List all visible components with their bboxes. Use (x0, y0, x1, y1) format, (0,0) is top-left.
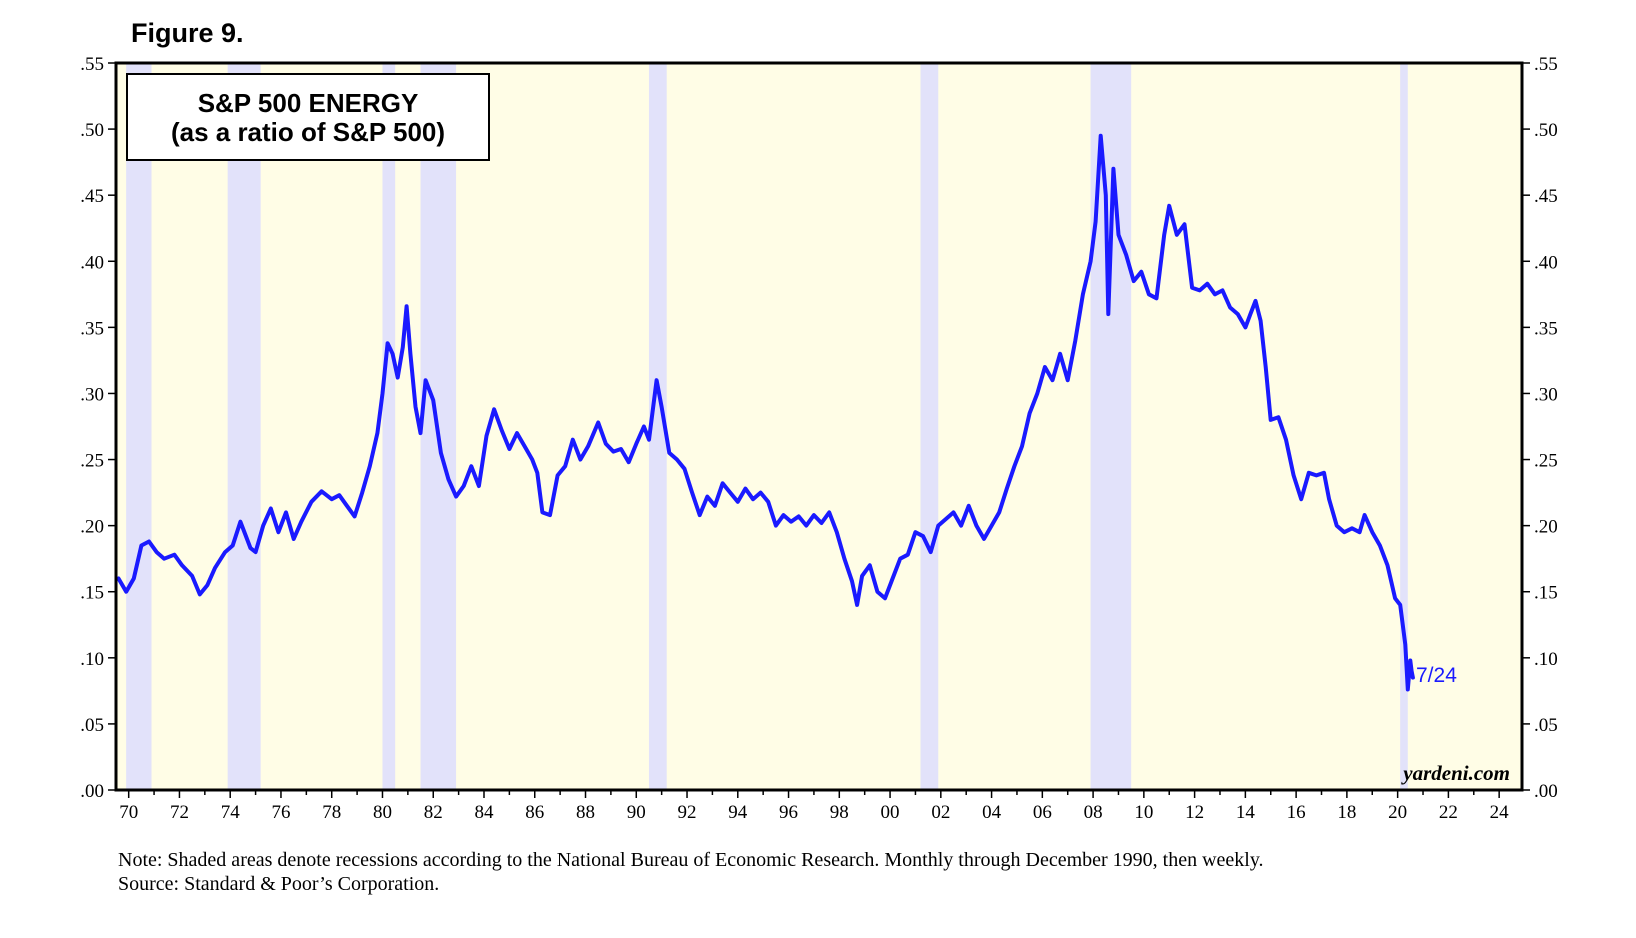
recession-band (920, 63, 939, 790)
x-tick-label: 24 (1490, 802, 1510, 823)
y-tick-label-left: .50 (80, 120, 104, 141)
y-tick-label-left: .25 (80, 451, 104, 472)
y-tick-label-right: .55 (1534, 54, 1558, 75)
x-tick-label: 08 (1084, 802, 1103, 823)
x-tick-label: 20 (1388, 802, 1407, 823)
chart-subtitle: (as a ratio of S&P 500) (171, 117, 445, 147)
chart-title: S&P 500 ENERGY (198, 88, 419, 118)
y-tick-label-left: .05 (80, 715, 104, 736)
x-tick-label: 82 (424, 802, 443, 823)
x-tick-label: 22 (1439, 802, 1458, 823)
x-tick-label: 06 (1033, 802, 1052, 823)
y-tick-label-right: .00 (1534, 781, 1558, 802)
x-tick-label: 74 (221, 802, 241, 823)
notes: Note: Shaded areas denote recessions acc… (118, 848, 1264, 896)
y-tick-label-right: .35 (1534, 318, 1558, 339)
x-tick-label: 14 (1236, 802, 1256, 823)
figure-label: Figure 9. (131, 18, 244, 48)
y-tick-label-left: .10 (80, 649, 104, 670)
x-tick-label: 88 (576, 802, 595, 823)
y-tick-label-right: .50 (1534, 120, 1558, 141)
x-tick-label: 78 (322, 802, 341, 823)
x-tick-label: 98 (830, 802, 849, 823)
y-tick-label-left: .45 (80, 186, 104, 207)
recession-shading (126, 63, 1408, 790)
x-tick-label: 96 (779, 802, 798, 823)
y-tick-label-right: .10 (1534, 649, 1558, 670)
y-tick-label-right: .05 (1534, 715, 1558, 736)
x-tick-label: 86 (525, 802, 544, 823)
brand-label: yardeni.com (1400, 761, 1510, 785)
y-tick-label-left: .20 (80, 517, 104, 538)
x-tick-label: 12 (1185, 802, 1204, 823)
x-tick-label: 90 (627, 802, 646, 823)
recession-band (648, 63, 667, 790)
source-text: Source: Standard & Poor’s Corporation. (118, 873, 440, 895)
x-tick-label: 76 (271, 802, 290, 823)
x-tick-label: 18 (1337, 802, 1356, 823)
y-tick-label-right: .30 (1534, 384, 1558, 405)
note-text: Note: Shaded areas denote recessions acc… (118, 849, 1264, 871)
recession-band (382, 63, 396, 790)
y-tick-label-right: .15 (1534, 583, 1558, 604)
plot-frame (114, 61, 1524, 792)
x-tick-label: 70 (119, 802, 138, 823)
y-tick-label-right: .20 (1534, 517, 1558, 538)
recession-band (227, 63, 261, 790)
plot-background (116, 63, 1522, 790)
y-tick-label-right: .45 (1534, 186, 1558, 207)
recession-band (126, 63, 152, 790)
x-tick-label: 02 (931, 802, 950, 823)
recession-band (1400, 63, 1408, 790)
end-date-label: 7/24 (1416, 664, 1457, 687)
y-tick-label-right: .40 (1534, 252, 1558, 273)
x-tick-label: 00 (881, 802, 900, 823)
y-tick-label-left: .15 (80, 583, 104, 604)
x-tick-label: 92 (678, 802, 697, 823)
x-tick-label: 84 (474, 802, 494, 823)
series-line-energy-ratio (116, 133, 1415, 692)
x-tick-label: 94 (728, 802, 748, 823)
y-tick-label-left: .40 (80, 252, 104, 273)
title-box: S&P 500 ENERGY (as a ratio of S&P 500) (126, 73, 490, 161)
axis-labels: .00 .00 .05 .05 .10 .10 .15 .15 .20 .20 .25 .25 .30.… (80, 54, 1558, 823)
y-tick-label-right: .25 (1534, 451, 1558, 472)
y-tick-label-left: .00 (80, 781, 104, 802)
x-tick-label: 72 (170, 802, 189, 823)
x-tick-label: 04 (982, 802, 1002, 823)
x-tick-label: 80 (373, 802, 392, 823)
y-tick-label-left: .55 (80, 54, 104, 75)
x-tick-label: 16 (1287, 802, 1306, 823)
y-tick-label-left: .30 (80, 384, 104, 405)
x-tick-label: 10 (1134, 802, 1153, 823)
y-tick-label-left: .35 (80, 318, 104, 339)
